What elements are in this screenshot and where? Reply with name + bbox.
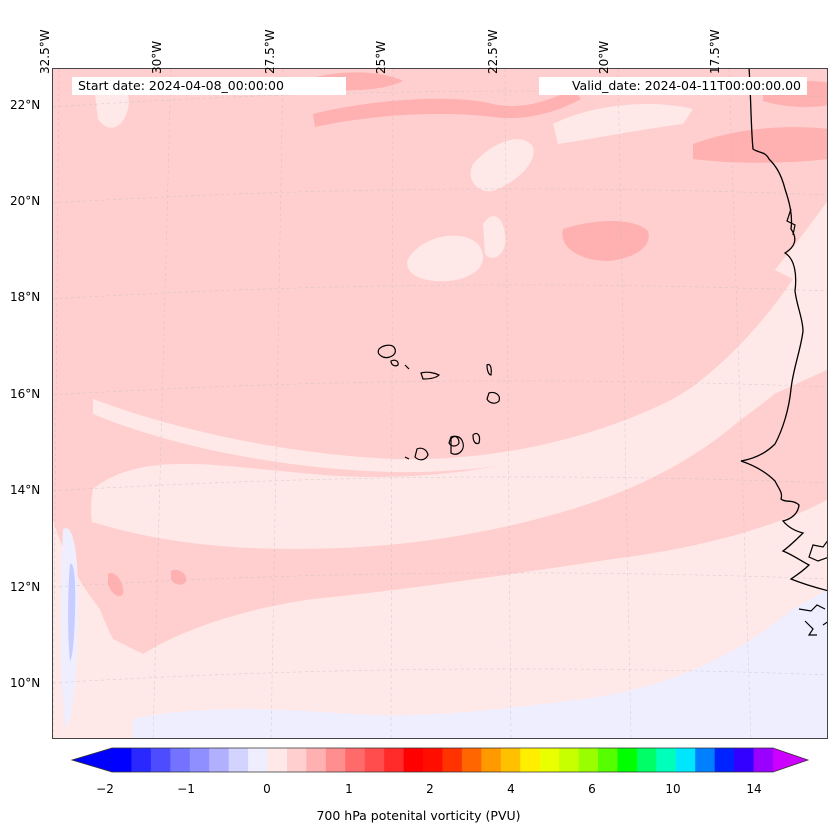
- colorbar-swatch: [131, 748, 152, 772]
- colorbar-swatch: [170, 748, 191, 772]
- pv-high-patch-2: [693, 127, 827, 163]
- colorbar-swatch: [112, 748, 132, 772]
- colorbar-swatch: [753, 748, 774, 772]
- colorbar-tick-label: 1: [345, 782, 353, 796]
- pv-arc-low-1: [93, 309, 791, 473]
- colorbar-swatch: [559, 748, 579, 772]
- start-date-label: Start date: 2024-04-08_00:00:00: [72, 77, 346, 95]
- pv-band-mid-south: [53, 269, 793, 644]
- pv-light-patch-4: [553, 104, 693, 144]
- colorbar-swatch: [598, 748, 618, 772]
- colorbar-tick-label: 2: [426, 782, 434, 796]
- colorbar-tick-label: 14: [746, 782, 762, 796]
- colorbar-swatch: [228, 748, 249, 772]
- colorbar-swatch: [325, 748, 346, 772]
- pv-band-mid-arc: [83, 369, 827, 654]
- lat-label: 20°N: [10, 194, 41, 208]
- lon-label: 30°W: [150, 40, 164, 74]
- colorbar: [70, 747, 810, 773]
- lon-label: 25°W: [374, 40, 388, 74]
- pv-negative-south: [133, 590, 827, 738]
- colorbar-swatch: [714, 748, 735, 772]
- colorbar-swatch: [248, 748, 268, 772]
- colorbar-swatch: [520, 748, 541, 772]
- colorbar-tick-label: 0: [263, 782, 271, 796]
- colorbar-swatch: [423, 748, 443, 772]
- colorbar-extend-low: [72, 748, 112, 772]
- colorbar-swatch: [617, 748, 638, 772]
- colorbar-swatch: [481, 748, 502, 772]
- colorbar-tick-label: 10: [665, 782, 681, 796]
- valid-date-label: Valid_date: 2024-04-11T00:00:00.00: [539, 77, 807, 95]
- colorbar-swatch: [364, 748, 385, 772]
- pv-light-patch-3: [470, 139, 534, 192]
- pv-light-patch-1: [407, 235, 484, 282]
- pv-high-streak-1: [313, 89, 581, 127]
- lon-label: 27.5°W: [263, 29, 277, 74]
- colorbar-swatch: [656, 748, 677, 772]
- lon-label: 32.5°W: [38, 29, 52, 74]
- lon-label: 20°W: [597, 40, 611, 74]
- colorbar-tick-label: −2: [96, 782, 114, 796]
- lat-label: 10°N: [10, 676, 41, 690]
- colorbar-swatch: [734, 748, 754, 772]
- colorbar-swatch: [189, 748, 210, 772]
- colorbar-outline: [70, 747, 810, 773]
- colorbar-title: 700 hPa potenital vorticity (PVU): [316, 808, 521, 823]
- colorbar-swatch: [286, 748, 307, 772]
- colorbar-swatch: [267, 748, 288, 772]
- colorbar-swatch: [442, 748, 463, 772]
- colorbar-swatch: [403, 748, 424, 772]
- lat-label: 18°N: [10, 290, 41, 304]
- colorbar-extend-high: [773, 748, 808, 772]
- lat-label: 22°N: [10, 98, 41, 112]
- lon-label: 22.5°W: [486, 29, 500, 74]
- colorbar-swatch: [384, 748, 405, 772]
- pv-field-map: [53, 69, 827, 738]
- map-panel: [52, 68, 828, 739]
- colorbar-tick-label: 4: [507, 782, 515, 796]
- colorbar-swatch: [500, 748, 521, 772]
- lat-label: 14°N: [10, 483, 41, 497]
- colorbar-swatch: [539, 748, 560, 772]
- pv-high-patch-4: [171, 569, 187, 585]
- colorbar-tick-label: 6: [588, 782, 596, 796]
- cape-verde-islands: [377, 344, 500, 461]
- pv-high-patch-5: [108, 573, 124, 596]
- colorbar-swatch: [675, 748, 696, 772]
- pv-light-patch-2: [483, 216, 506, 258]
- pv-negative-strong-west: [68, 563, 76, 661]
- colorbar-swatch: [209, 748, 230, 772]
- africa-coastline: [740, 69, 827, 592]
- colorbar-swatch: [345, 748, 366, 772]
- lon-label: 17.5°W: [708, 29, 722, 74]
- pv-light-strip-south: [143, 589, 783, 684]
- pv-arc-low-2: [153, 349, 811, 538]
- colorbar-tick-label: −1: [177, 782, 195, 796]
- colorbar-swatch: [306, 748, 327, 772]
- colorbar-swatch: [461, 748, 482, 772]
- africa-coastline-detail: [786, 208, 827, 636]
- pv-high-patch-1: [562, 221, 649, 261]
- colorbar-swatch: [636, 748, 657, 772]
- colorbar-swatch: [578, 748, 599, 772]
- colorbar-swatch: [695, 748, 716, 772]
- colorbar-swatch: [150, 748, 171, 772]
- lat-label: 16°N: [10, 387, 41, 401]
- lat-label: 12°N: [10, 580, 41, 594]
